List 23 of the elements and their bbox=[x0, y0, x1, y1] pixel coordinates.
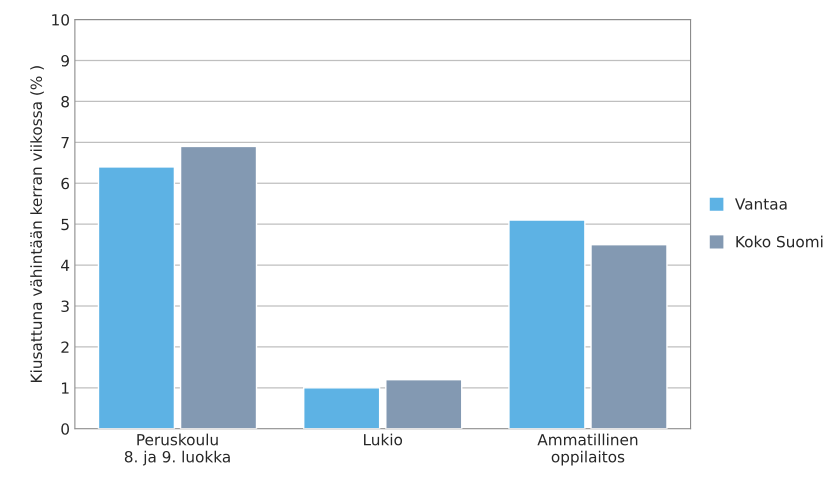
y-tick-label: 5 bbox=[61, 218, 69, 230]
x-tick-label: Peruskoulu 8. ja 9. luokka bbox=[124, 434, 230, 466]
x-tick-label: Ammatillinen oppilaitos bbox=[537, 434, 638, 466]
y-tick-label: 0 bbox=[61, 423, 70, 435]
bar bbox=[385, 378, 462, 429]
bar bbox=[98, 166, 176, 429]
bar bbox=[508, 219, 586, 429]
y-tick-label: 10 bbox=[52, 14, 70, 26]
y-axis-title: Kiusattuna vähintään kerran viikossa (% ) bbox=[30, 66, 44, 382]
x-tick-label: Lukio bbox=[364, 434, 402, 446]
y-tick-label: 9 bbox=[61, 54, 69, 67]
y-tick-label: 8 bbox=[61, 96, 69, 108]
y-tick-label: 4 bbox=[61, 260, 70, 271]
y-tick-label: 1 bbox=[62, 382, 69, 394]
bar bbox=[180, 146, 258, 429]
bar bbox=[303, 387, 380, 429]
y-tick-label: 3 bbox=[61, 300, 69, 312]
legend-label: Koko Suomi bbox=[736, 236, 822, 248]
y-tick-label: 7 bbox=[62, 137, 69, 148]
legend-label: Vantaa bbox=[735, 198, 787, 210]
y-tick-label: 2 bbox=[61, 341, 68, 353]
y-tick-label: 6 bbox=[61, 178, 70, 190]
bar bbox=[590, 244, 668, 429]
